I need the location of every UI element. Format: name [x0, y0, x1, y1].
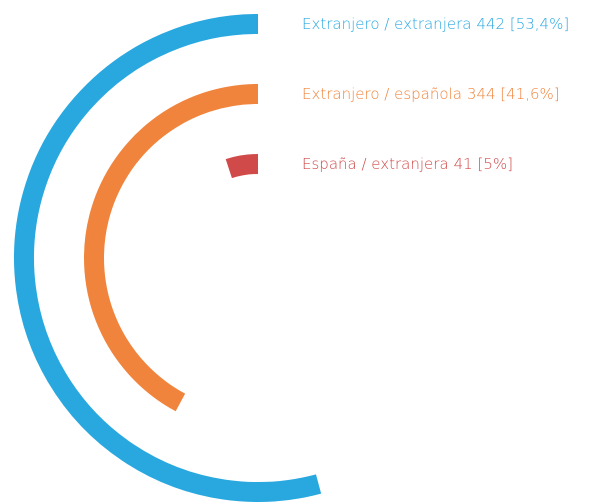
category-label: Extranjero / española	[302, 85, 462, 103]
bar-label: Extranjero / española 344 [41,6%]	[302, 85, 560, 103]
radial-bar	[225, 154, 259, 179]
radial-bar	[14, 14, 322, 502]
radial-bar	[84, 84, 259, 412]
bar-label: España / extranjera 41 [5%]	[302, 155, 513, 173]
value-label: 344 [41,6%]	[467, 85, 560, 103]
value-label: 41 [5%]	[454, 155, 513, 173]
category-label: España / extranjera	[302, 155, 449, 173]
category-label: Extranjero / extranjera	[302, 15, 471, 33]
bar-label: Extranjero / extranjera 442 [53,4%]	[302, 15, 569, 33]
value-label: 442 [53,4%]	[476, 15, 569, 33]
